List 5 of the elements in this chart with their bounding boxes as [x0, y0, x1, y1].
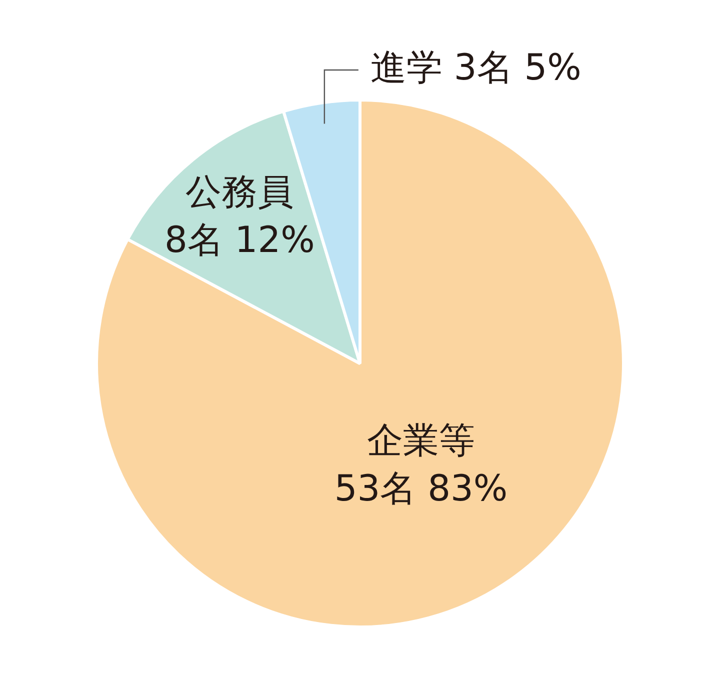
data-label: 53名 83%: [334, 468, 508, 510]
slice-label: 進学 3名 5%: [370, 47, 582, 88]
slice-label: 企業等: [366, 420, 475, 462]
data-label: 8名 12%: [164, 220, 315, 262]
slice-label: 公務員: [186, 172, 294, 214]
